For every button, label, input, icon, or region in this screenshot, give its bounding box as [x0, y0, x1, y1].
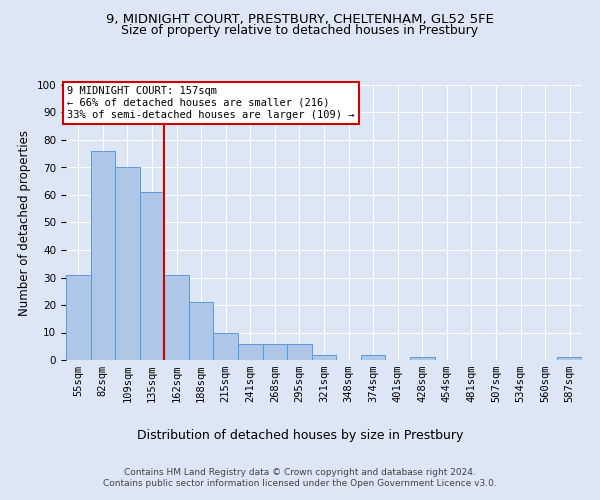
Bar [214, 332, 238, 360]
Bar [238, 344, 263, 360]
Text: 9, MIDNIGHT COURT, PRESTBURY, CHELTENHAM, GL52 5FE: 9, MIDNIGHT COURT, PRESTBURY, CHELTENHAM… [106, 12, 494, 26]
Bar [410, 357, 434, 360]
Bar [557, 357, 582, 360]
Bar [189, 302, 214, 360]
Bar [287, 344, 312, 360]
Text: Distribution of detached houses by size in Prestbury: Distribution of detached houses by size … [137, 428, 463, 442]
Text: Size of property relative to detached houses in Prestbury: Size of property relative to detached ho… [121, 24, 479, 37]
Text: Contains HM Land Registry data © Crown copyright and database right 2024.
Contai: Contains HM Land Registry data © Crown c… [103, 468, 497, 487]
Bar [263, 344, 287, 360]
Bar [164, 275, 189, 360]
Y-axis label: Number of detached properties: Number of detached properties [18, 130, 31, 316]
Bar [140, 192, 164, 360]
Bar [115, 168, 140, 360]
Bar [91, 151, 115, 360]
Text: 9 MIDNIGHT COURT: 157sqm
← 66% of detached houses are smaller (216)
33% of semi-: 9 MIDNIGHT COURT: 157sqm ← 66% of detach… [67, 86, 355, 120]
Bar [312, 354, 336, 360]
Bar [361, 354, 385, 360]
Bar [66, 275, 91, 360]
